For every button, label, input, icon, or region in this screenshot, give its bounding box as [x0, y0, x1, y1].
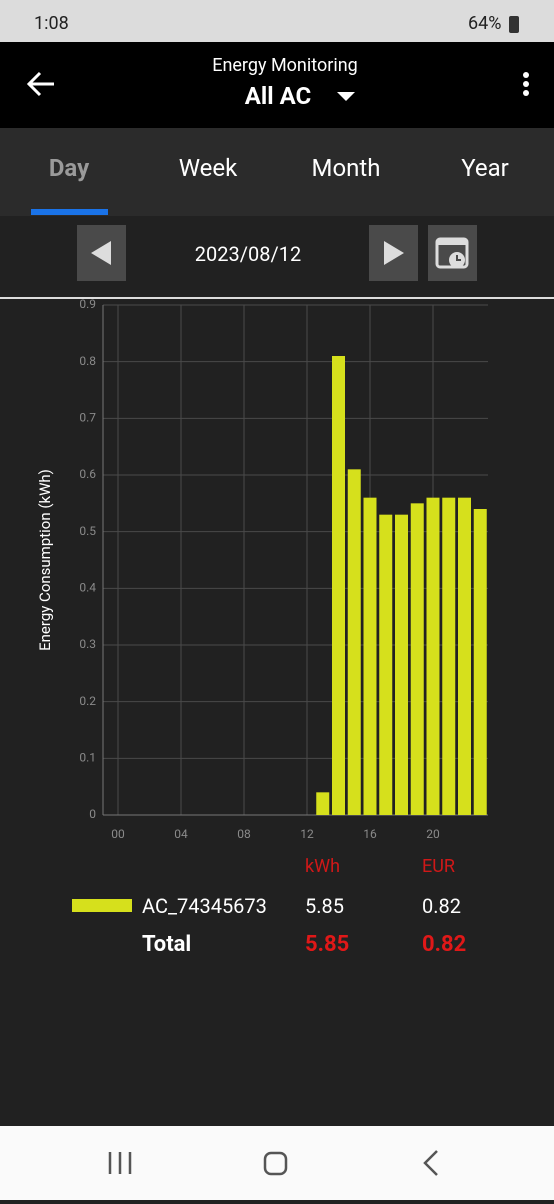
- clock: 1:08: [34, 13, 69, 34]
- battery-icon: [509, 16, 519, 33]
- legend-name: AC_74345673: [142, 894, 267, 918]
- x-tick-label: 00: [111, 827, 125, 841]
- tab-indicator: [31, 209, 108, 215]
- y-tick-label: 0.5: [79, 524, 96, 538]
- legend-swatch: [72, 899, 132, 912]
- y-tick-label: 0.2: [79, 694, 96, 708]
- total-label: Total: [142, 932, 192, 957]
- bar: [395, 514, 408, 815]
- x-tick-label: 04: [174, 827, 188, 841]
- tab[interactable]: Week: [178, 154, 238, 182]
- y-tick-label: 0.8: [79, 354, 96, 368]
- y-tick-label: 0: [89, 807, 96, 821]
- chart: Energy Consumption (kWh) 0 0.1 0.2 0.3 0.4 0.…: [36, 298, 488, 841]
- bar: [473, 509, 487, 815]
- bar: [458, 497, 471, 815]
- calendar-button[interactable]: [428, 225, 477, 281]
- x-tick-label: 08: [237, 827, 251, 841]
- x-tick-label: 12: [300, 827, 314, 841]
- battery: 64%: [468, 13, 502, 34]
- status-bar: 1:08 64%: [0, 0, 554, 42]
- bar: [347, 469, 361, 815]
- total-kwh: 5.85: [305, 932, 350, 957]
- x-tick-label: 20: [426, 827, 440, 841]
- dropdown[interactable]: [337, 92, 355, 102]
- bar: [442, 497, 456, 815]
- tab[interactable]: Month: [311, 154, 381, 182]
- bar: [316, 792, 330, 815]
- back-button[interactable]: [26, 70, 58, 98]
- total-eur: 0.82: [422, 932, 467, 957]
- bar: [410, 503, 424, 815]
- y-tick-label: 0.4: [79, 581, 96, 595]
- y-axis-title: Energy Consumption (kWh): [36, 469, 54, 651]
- next-button[interactable]: [369, 225, 418, 281]
- bar: [332, 356, 345, 815]
- date: 2023/08/12: [194, 242, 302, 266]
- kwh-value: 5.85: [305, 894, 344, 918]
- subtitle: Energy Monitoring: [212, 55, 358, 76]
- app-bar: Energy Monitoring All AC: [0, 42, 554, 128]
- menu[interactable]: [521, 72, 531, 100]
- y-tick-label: 0.3: [79, 637, 96, 651]
- x-tick-label: 16: [363, 827, 377, 841]
- column-header: kWh: [305, 856, 341, 877]
- prev-button[interactable]: [77, 225, 126, 281]
- tab[interactable]: Day: [48, 154, 90, 182]
- y-tick-label: 0.9: [79, 298, 96, 311]
- bar: [379, 514, 393, 815]
- bar: [426, 497, 440, 815]
- y-tick-label: 0.1: [79, 751, 96, 765]
- title[interactable]: All AC: [244, 82, 312, 110]
- tab[interactable]: Year: [461, 154, 509, 182]
- bar: [363, 497, 377, 815]
- divider: [0, 297, 554, 299]
- column-header: EUR: [422, 856, 455, 877]
- y-tick-label: 0.6: [79, 467, 96, 481]
- nav-bar: [0, 1126, 554, 1200]
- tab-bar: Day Week Month Year: [0, 128, 554, 216]
- y-tick-label: 0.7: [79, 411, 96, 425]
- eur-value: 0.82: [422, 894, 461, 918]
